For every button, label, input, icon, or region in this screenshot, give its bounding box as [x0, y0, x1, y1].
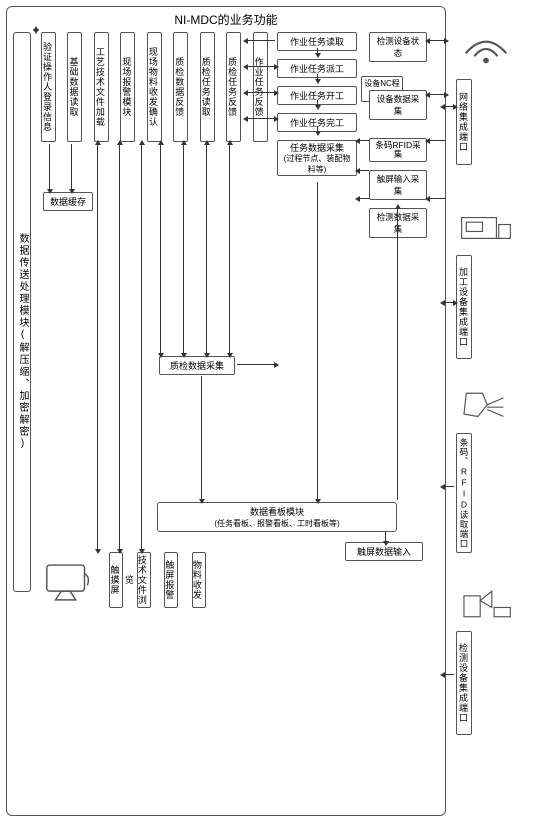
conn-cache1 — [49, 144, 50, 190]
conn-detect-data — [429, 198, 445, 199]
conn-qc2 — [183, 144, 184, 354]
module-job-feedback: 作业任务反馈 — [253, 32, 268, 142]
conn-dash2 — [317, 182, 318, 500]
module-login-verify: 验证操作人登录信息 — [41, 32, 56, 142]
module-alarm: 现场报警模块 — [120, 32, 135, 142]
module-tech-file-load: 工艺技术文件加载 — [94, 32, 109, 142]
task-data-collect: 任务数据采集 (过程节点、装配物料等) — [277, 140, 357, 176]
network-port: 网络集成端口 — [456, 79, 472, 165]
conn-cache2 — [71, 144, 72, 190]
main-area: 验证操作人登录信息 基础数据读取 工艺技术文件加载 现场报警模块 现场物料收发确… — [41, 32, 431, 358]
conn-port2 — [444, 302, 454, 303]
conn-job-fb — [229, 144, 230, 354]
conn-bot1 — [97, 144, 98, 550]
module-material-confirm: 现场物料收发确认 — [147, 32, 162, 142]
processing-equipment-icon — [456, 206, 516, 252]
conn-rfid-task — [359, 140, 369, 141]
detection-equipment-icon — [456, 582, 516, 628]
conn-qc3 — [206, 144, 207, 354]
detect-column: 检测设备状态 设备数据采集 条码RFID采集 触屏输入采集 检测数据采集 — [369, 32, 427, 246]
bottom-material: 物料收发 — [192, 552, 206, 608]
bottom-touch-alarm: 触屏报警 — [164, 552, 178, 608]
touchscreen-icon — [41, 559, 99, 603]
detection-port-group: 检测设备集成端口 — [456, 582, 516, 735]
conn-task-dispatch — [247, 66, 275, 67]
conn-qc-task — [237, 364, 275, 365]
processing-port-group: 加工设备集成端口 — [456, 206, 516, 359]
detect-status: 检测设备状态 — [369, 32, 427, 62]
data-cache: 数据缓存 — [43, 192, 93, 211]
conn-detect-status — [429, 40, 445, 41]
module-qc-feedback: 质检数据反馈 — [173, 32, 188, 142]
barcode-scanner-icon — [456, 384, 516, 430]
conn-task-chain4 — [317, 126, 318, 132]
conn-dash-detect — [397, 208, 398, 500]
barcode-port-group: 条码、RFID读取端口 — [456, 384, 516, 553]
detect-data-collect: 检测数据采集 — [369, 208, 427, 238]
wireless-icon — [456, 24, 516, 70]
top-modules-row: 验证操作人登录信息 基础数据读取 工艺技术文件加载 现场报警模块 现场物料收发确… — [41, 32, 431, 352]
dashboard-module: 数据看板模块 (任务看板、报警看板、工时看板等) — [157, 502, 397, 532]
conn-touchin — [385, 532, 386, 542]
conn-task-start — [247, 92, 275, 93]
qc-data-collect: 质检数据采集 — [159, 356, 235, 375]
conn-port1 — [444, 106, 454, 107]
detection-port: 检测设备集成端口 — [456, 631, 472, 735]
dashboard-main: 数据看板模块 — [250, 507, 304, 517]
qc-data-collect-box: 质检数据采集 — [159, 356, 235, 375]
main-frame: NI-MDC的业务功能 数据传送处理模块(解压缩、加密解密) 验证操作人登录信息… — [6, 6, 446, 816]
task-data-collect-sub: (过程节点、装配物料等) — [284, 154, 351, 174]
conn-bot3 — [141, 144, 142, 550]
device-data-collect: 设备数据采集 — [369, 90, 427, 120]
transmit-module: 数据传送处理模块(解压缩、加密解密) — [13, 32, 31, 592]
module-qc-task-read: 质检任务读取 — [200, 32, 215, 142]
conn-touch-task — [359, 170, 369, 171]
module-qc-task-feedback: 质检任务反馈 — [226, 32, 241, 142]
frame-title: NI-MDC的业务功能 — [13, 11, 439, 28]
conn-barcode — [429, 140, 445, 141]
conn-task-chain2 — [317, 74, 318, 80]
module-basic-data: 基础数据读取 — [67, 32, 82, 142]
conn-task-chain3 — [317, 100, 318, 106]
conn-device-data — [429, 94, 445, 95]
conn-detectdata-task — [359, 198, 369, 199]
bottom-tech-browse: 技术文件浏览 — [137, 552, 151, 608]
dashboard-sub: (任务看板、报警看板、工时看板等) — [158, 518, 396, 529]
bottom-row: 触摸屏 技术文件浏览 触屏报警 物料收发 — [41, 552, 215, 608]
task-data-collect-main: 任务数据采集 — [290, 143, 344, 153]
touch-input-collect: 触屏输入采集 — [369, 170, 427, 200]
bottom-touchscreen: 触摸屏 — [109, 552, 123, 608]
conn-port3 — [444, 486, 454, 487]
conn-task-read — [247, 40, 275, 41]
conn-dash1 — [201, 376, 202, 500]
barcode-rfid-port: 条码、RFID读取端口 — [456, 433, 472, 553]
processing-port: 加工设备集成端口 — [456, 255, 472, 359]
barcode-rfid-collect: 条码RFID采集 — [369, 138, 427, 162]
conn-port4 — [444, 674, 454, 675]
data-cache-box: 数据缓存 — [43, 192, 93, 211]
conn-qc1 — [160, 144, 161, 354]
conn-bot2 — [119, 144, 120, 550]
conn-task-finish — [247, 118, 275, 119]
network-port-group: 网络集成端口 — [456, 24, 516, 165]
conn-task-chain1 — [317, 48, 318, 54]
